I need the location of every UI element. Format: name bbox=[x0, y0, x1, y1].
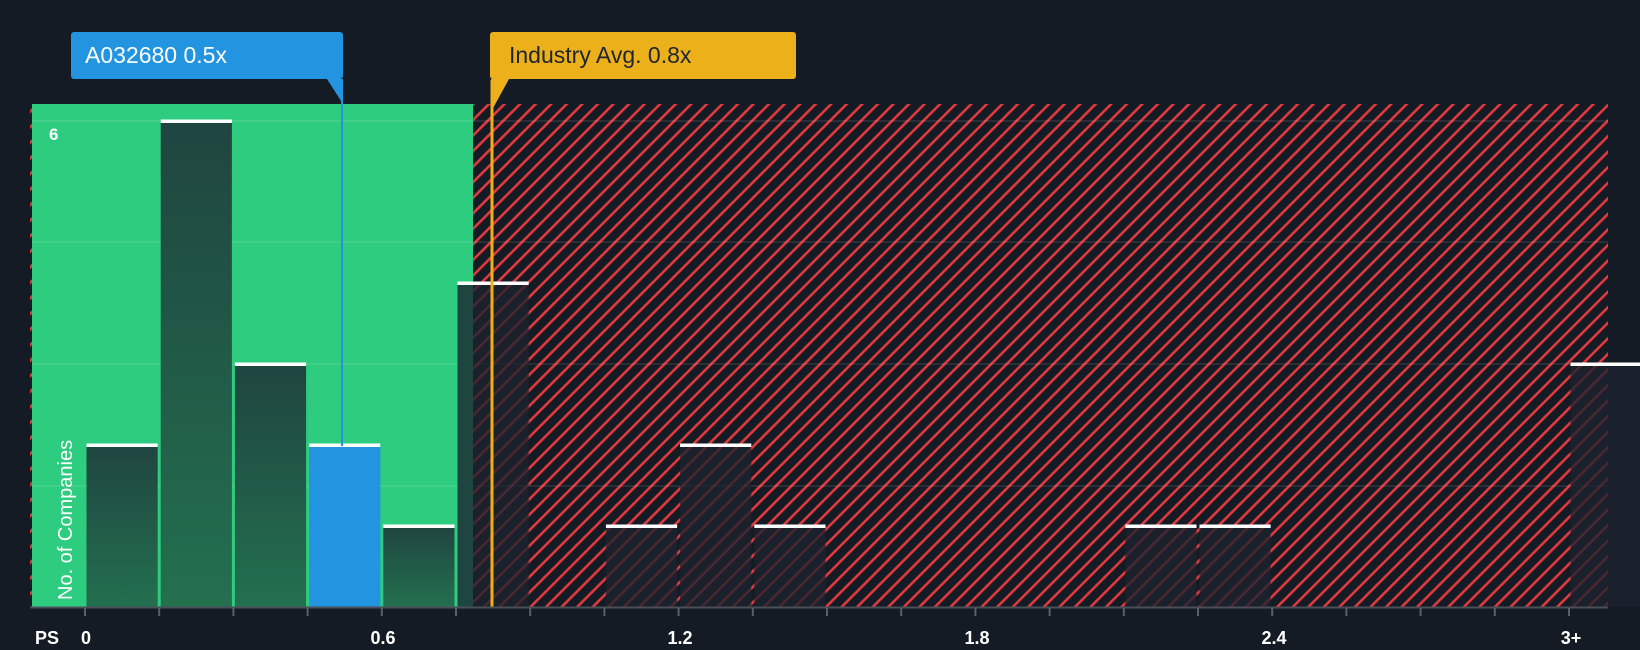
x-axis bbox=[30, 606, 1608, 616]
histogram-bar bbox=[754, 526, 826, 607]
histogram-bar bbox=[160, 121, 232, 607]
histogram-bars bbox=[86, 119, 1640, 607]
company-ps-label: A032680 0.5x bbox=[85, 42, 227, 68]
x-tick-label: 3+ bbox=[1560, 628, 1582, 648]
x-tick-label: 1.2 bbox=[667, 628, 693, 648]
histogram-bar bbox=[86, 445, 158, 607]
histogram-bar bbox=[680, 445, 752, 607]
bar-cap bbox=[160, 119, 232, 123]
bar-cap bbox=[680, 443, 752, 447]
histogram-bar bbox=[1570, 364, 1640, 607]
y-axis-title: No. of Companies bbox=[55, 439, 77, 600]
company-marker bbox=[327, 79, 343, 446]
histogram-bar bbox=[1125, 526, 1197, 607]
bar-cap bbox=[1570, 362, 1640, 366]
bar-cap bbox=[86, 443, 158, 447]
x-tick-label: 0 bbox=[80, 628, 92, 648]
x-tick-label: 0.6 bbox=[370, 628, 396, 648]
bar-cap bbox=[1199, 524, 1271, 528]
bar-cap bbox=[309, 443, 381, 447]
bar-cap bbox=[1125, 524, 1197, 528]
bar-cap bbox=[754, 524, 826, 528]
x-tick-label: 2.4 bbox=[1261, 628, 1287, 648]
histogram-bar bbox=[383, 526, 455, 607]
x-axis-title: PS bbox=[35, 628, 60, 648]
histogram-bar bbox=[1199, 526, 1271, 607]
bar-cap bbox=[234, 362, 307, 366]
bar-cap bbox=[383, 524, 455, 528]
x-tick-label: 1.8 bbox=[964, 628, 990, 648]
histogram-bar bbox=[234, 364, 307, 607]
industry-avg-marker bbox=[490, 79, 509, 607]
industry-avg-label: Industry Avg. 0.8x bbox=[509, 42, 692, 68]
histogram-bar bbox=[309, 445, 381, 607]
industry-avg-callout: Industry Avg. 0.8x bbox=[490, 32, 796, 79]
company-ps-callout: A032680 0.5x bbox=[71, 32, 343, 79]
bar-cap bbox=[605, 524, 678, 528]
histogram-bar bbox=[605, 526, 678, 607]
y-tick-label: 6 bbox=[49, 125, 59, 144]
